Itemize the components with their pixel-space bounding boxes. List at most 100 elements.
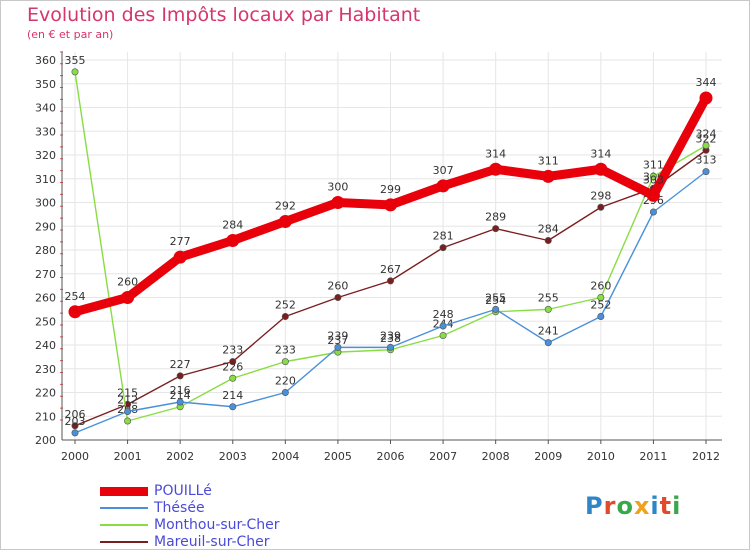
y-tick-label: 230 [35, 363, 56, 376]
x-tick-label: 2009 [534, 450, 562, 463]
chart-title: Evolution des Impôts locaux par Habitant [27, 4, 421, 26]
data-point [386, 277, 394, 285]
data-point [331, 196, 345, 209]
data-point [281, 388, 289, 396]
x-tick-label: 2010 [587, 450, 615, 463]
data-point [439, 331, 447, 339]
data-point [229, 374, 237, 382]
data-label: 254 [485, 294, 506, 307]
x-tick-label: 2007 [429, 450, 457, 463]
data-label: 311 [538, 154, 559, 167]
data-label: 254 [65, 290, 86, 303]
data-label: 322 [696, 132, 717, 145]
logo-letter: P [585, 492, 604, 520]
data-point [439, 244, 447, 252]
data-point [384, 198, 397, 212]
data-point [649, 208, 657, 216]
y-tick-label: 250 [35, 315, 56, 328]
legend: POUILLé Thésée Monthou-sur-Cher Mareuil-sur… [100, 483, 400, 551]
data-point [386, 343, 394, 351]
data-label: 237 [327, 334, 348, 347]
data-point [334, 293, 342, 301]
legend-label: Mareuil-sur-Cher [154, 534, 270, 550]
data-point [439, 322, 447, 330]
data-label: 241 [538, 325, 559, 338]
y-tick-label: 260 [35, 292, 56, 305]
data-point [334, 343, 342, 351]
logo-letter: i [672, 492, 682, 520]
data-point [544, 339, 552, 347]
data-label: 260 [117, 276, 138, 289]
y-tick-label: 320 [35, 149, 56, 162]
logo-letter: x [633, 492, 651, 520]
x-tick-label: 2006 [377, 450, 405, 463]
data-label: 239 [380, 329, 401, 342]
data-label: 267 [380, 263, 401, 276]
legend-swatch [100, 486, 148, 496]
legend-label: POUILLé [154, 483, 212, 499]
data-point [544, 237, 552, 245]
data-label: 214 [222, 389, 243, 402]
x-tick-label: 2000 [61, 450, 89, 463]
x-tick-label: 2001 [114, 450, 142, 463]
x-tick-label: 2012 [692, 450, 720, 463]
data-label: 355 [65, 54, 86, 67]
y-tick-label: 300 [35, 197, 56, 210]
legend-label: Thésée [154, 500, 205, 516]
data-point [544, 305, 552, 313]
legend-item: Monthou-sur-Cher [100, 517, 400, 534]
data-point [68, 305, 82, 319]
plot-area [62, 52, 722, 440]
x-tick-label: 2008 [482, 450, 510, 463]
legend-item: POUILLé [100, 483, 400, 500]
proxiti-logo[interactable]: Proxiti [585, 492, 681, 520]
data-label: 289 [485, 211, 506, 224]
data-point [594, 162, 608, 176]
data-label: 252 [275, 299, 296, 312]
data-label: 255 [485, 291, 506, 304]
data-label: 255 [538, 291, 559, 304]
data-label: 212 [117, 394, 138, 407]
data-label: 220 [275, 375, 296, 388]
y-tick-label: 270 [35, 268, 56, 281]
data-label: 248 [433, 308, 454, 321]
data-point [541, 169, 555, 183]
y-tick-label: 340 [35, 102, 56, 115]
data-point [124, 407, 132, 415]
data-label: 227 [170, 358, 191, 371]
data-label: 303 [643, 173, 664, 186]
data-point [278, 215, 292, 228]
data-point [71, 429, 79, 437]
chart-subtitle: (en € et par an) [27, 28, 114, 41]
data-label: 313 [696, 154, 717, 167]
data-point [121, 291, 135, 304]
data-label: 233 [275, 344, 296, 357]
data-point [226, 234, 240, 247]
y-tick-label: 220 [35, 387, 56, 400]
logo-letter: r [603, 492, 617, 520]
legend-item: Mareuil-sur-Cher [100, 534, 400, 551]
data-label: 281 [433, 230, 454, 243]
data-label: 226 [222, 360, 243, 373]
logo-letter: o [616, 492, 634, 520]
x-tick-label: 2002 [166, 450, 194, 463]
data-label: 284 [222, 219, 243, 232]
legend-swatch [100, 541, 148, 543]
data-label: 214 [170, 389, 191, 402]
data-label: 299 [380, 183, 401, 196]
y-tick-label: 280 [35, 244, 56, 257]
data-point [281, 358, 289, 366]
data-point [176, 398, 184, 406]
data-label: 300 [327, 181, 348, 194]
data-point [646, 188, 660, 202]
data-point [229, 403, 237, 411]
data-label: 233 [222, 344, 243, 357]
data-point [597, 203, 605, 211]
y-tick-label: 200 [35, 434, 56, 447]
legend-label: Monthou-sur-Cher [154, 517, 280, 533]
y-tick-label: 330 [35, 125, 56, 138]
y-tick-label: 360 [35, 54, 56, 67]
y-tick-label: 210 [35, 410, 56, 423]
x-tick-label: 2003 [219, 450, 247, 463]
